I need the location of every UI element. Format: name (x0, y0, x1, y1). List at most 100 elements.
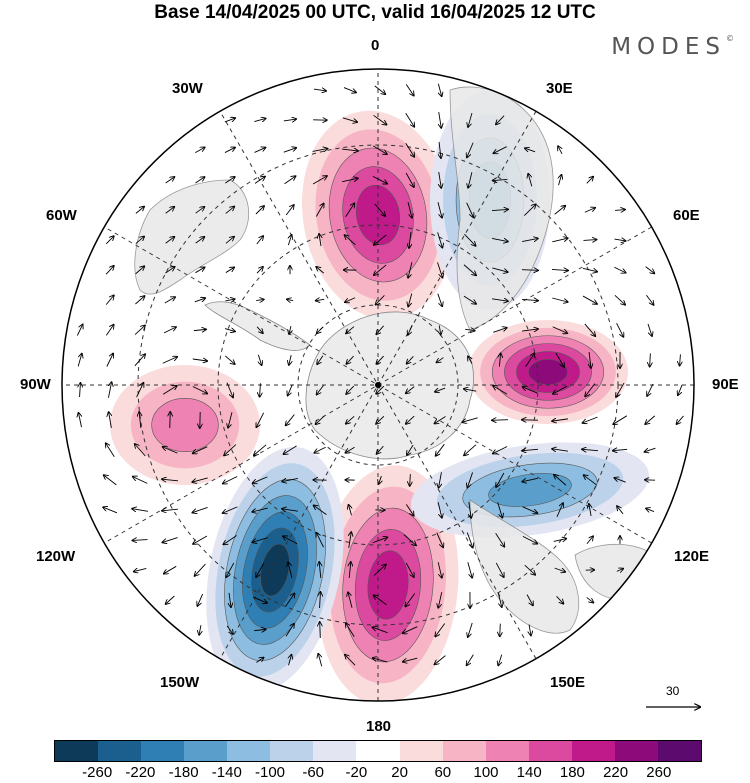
wind-arrow (525, 148, 536, 152)
wind-arrow (522, 238, 538, 243)
wind-arrow (376, 325, 384, 334)
wind-arrow (225, 267, 234, 273)
wind-arrow (376, 355, 384, 364)
wind-arrow (317, 355, 324, 364)
wind-arrow (197, 593, 204, 606)
colorbar-tick-label: 220 (603, 764, 629, 781)
wind-arrow (345, 203, 355, 217)
wind-arrow (256, 412, 265, 427)
wind-arrow (286, 414, 295, 426)
wind-arrow (256, 236, 263, 245)
wind-arrow (135, 236, 144, 244)
wind-arrow (435, 623, 446, 637)
wind-arrow (645, 447, 656, 452)
wind-arrow (374, 85, 386, 94)
wind-arrow (312, 176, 327, 185)
wind-arrow (613, 415, 628, 424)
wind-arrow (373, 114, 387, 124)
wind-arrow (522, 329, 538, 331)
wind-arrow (680, 354, 681, 365)
wind-arrow (284, 176, 295, 185)
wind-arrow (320, 622, 321, 639)
wind-arrow (316, 299, 325, 300)
wind-arrow (163, 327, 176, 334)
wind-arrow (289, 354, 291, 365)
wind-arrow (437, 502, 442, 518)
wind-arrow (288, 384, 293, 395)
wind-arrow (491, 209, 508, 210)
wind-arrow (529, 624, 531, 636)
wind-arrow (437, 262, 443, 277)
wind-arrow (342, 149, 358, 151)
lon-label-120e: 120E (674, 548, 710, 565)
south-pole-marker (375, 382, 381, 388)
wind-arrow (348, 592, 353, 608)
wind-arrow (165, 237, 175, 244)
wind-arrow (228, 412, 233, 428)
wind-arrow (195, 177, 204, 184)
wind-arrow (437, 562, 442, 578)
wind-arrow (493, 146, 507, 154)
modes-logo: MODES© (611, 34, 734, 60)
wind-arrow (372, 175, 387, 183)
wind-arrow (376, 295, 385, 304)
colorbar-swatch (227, 741, 271, 761)
lon-label-60e: 60E (673, 207, 700, 224)
wind-arrow (492, 299, 508, 301)
wind-arrow (405, 84, 413, 95)
wind-arrow (319, 562, 321, 579)
wind-arrow (492, 238, 508, 241)
colorbar-swatch (356, 741, 400, 761)
wind-arrow (135, 207, 144, 214)
lon-label-120w: 120W (36, 548, 76, 565)
wind-vectors (77, 83, 684, 667)
wind-arrow (252, 596, 267, 603)
copyright-mark: © (726, 34, 734, 43)
wind-arrow (162, 537, 178, 543)
wind-arrow (373, 658, 388, 663)
map-boundary (61, 68, 695, 702)
wind-arrow (493, 179, 508, 180)
wind-arrow (403, 657, 418, 662)
wind-arrow (554, 475, 567, 486)
wind-arrow (526, 594, 533, 606)
wind-arrow (409, 232, 411, 248)
wind-arrow (403, 534, 416, 546)
wind-arrow (317, 385, 324, 394)
wind-arrow (193, 329, 206, 330)
wind-arrow (346, 415, 355, 423)
colorbar-tick-label: 260 (646, 764, 672, 781)
wind-arrow (372, 627, 388, 634)
wind-arrow (193, 535, 208, 544)
wind-arrow (224, 444, 237, 456)
wind-arrow (582, 295, 597, 304)
wind-arrow (617, 506, 624, 515)
wind-arrow (106, 354, 113, 367)
wind-arrow (195, 267, 204, 274)
wind-arrow (223, 535, 237, 545)
wind-arrow (226, 625, 233, 634)
wind-arrow (316, 267, 325, 274)
wind-arrow (226, 562, 235, 577)
wind-arrow (105, 266, 114, 275)
wind-arrow (226, 382, 233, 398)
wind-arrow (285, 624, 294, 637)
colorbar-tick-label: -180 (168, 764, 199, 781)
wind-arrow (256, 562, 265, 577)
wind-arrow (522, 535, 537, 543)
wind-arrow (437, 293, 442, 307)
wind-arrow (377, 445, 384, 454)
wind-arrow (194, 298, 205, 303)
wind-arrow (646, 508, 655, 511)
wind-arrow (349, 562, 351, 579)
wind-arrow (282, 477, 298, 481)
wind-arrow (376, 385, 385, 394)
wind-arrow (589, 504, 591, 517)
wind-arrow (317, 326, 324, 333)
wind-arrow (462, 417, 478, 422)
wind-arrow (225, 237, 234, 244)
wind-arrow (559, 175, 562, 186)
colorbar-tick-label: 60 (434, 764, 452, 781)
wind-arrow (318, 654, 323, 667)
